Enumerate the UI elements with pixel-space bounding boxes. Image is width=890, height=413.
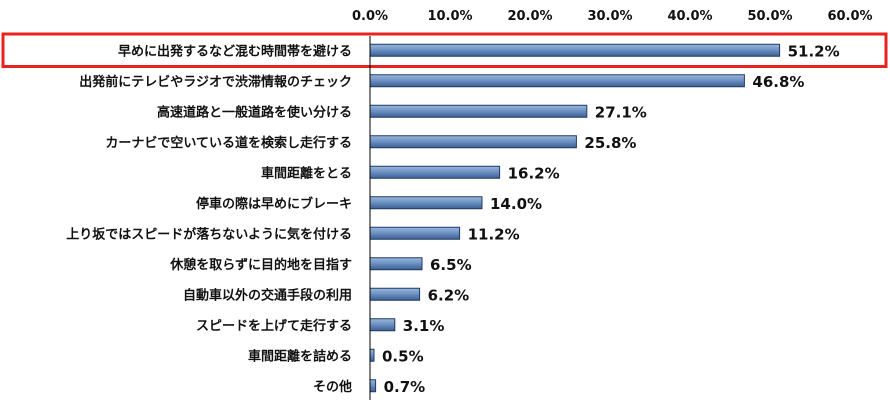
chart-rows: 早めに出発するなど混む時間帯を避ける 51.2% 出発前にテレビやラジオで渋滞情報の…	[66, 42, 839, 396]
data-label: 3.1%	[403, 317, 445, 335]
data-label: 25.8%	[584, 134, 636, 152]
bar	[369, 43, 781, 57]
category-label: 休憩を取らずに目的地を目指す	[169, 257, 352, 273]
category-label: 出発前にテレビやラジオで渋滞情報のチェック	[79, 74, 352, 90]
bar	[369, 74, 745, 88]
category-label: 上り坂ではスピードが落ちないように気を付ける	[66, 226, 352, 242]
data-label: 14.0%	[490, 195, 542, 213]
bar	[369, 196, 483, 210]
bar	[369, 104, 588, 118]
category-label: 自動車以外の交通手段の利用	[183, 287, 352, 303]
data-label: 16.2%	[508, 164, 560, 182]
x-tick-label: 20.0%	[507, 9, 552, 24]
bar	[369, 226, 461, 240]
x-tick-label: 60.0%	[827, 9, 872, 24]
category-label: 車間距離を詰める	[248, 348, 352, 364]
data-label: 0.5%	[382, 347, 424, 365]
category-label: 車間距離をとる	[261, 165, 352, 181]
category-label: 早めに出発するなど混む時間帯を避ける	[118, 43, 352, 59]
data-label: 27.1%	[595, 103, 647, 121]
bar	[369, 379, 377, 393]
bar	[369, 135, 577, 149]
category-label: 停車の際は早めにブレーキ	[196, 196, 352, 212]
data-label: 46.8%	[752, 73, 804, 91]
x-tick-label: 10.0%	[427, 9, 472, 24]
highlight-box-group	[1, 32, 888, 68]
bar	[369, 165, 501, 179]
bar	[369, 318, 396, 332]
category-label: スピードを上げて走行する	[196, 318, 352, 334]
bar	[369, 348, 375, 362]
bar	[369, 287, 421, 301]
highlight-box	[1, 32, 888, 68]
data-label: 0.7%	[384, 378, 426, 396]
category-label: カーナビで空いている道を検索し走行する	[105, 135, 352, 151]
data-label: 51.2%	[788, 42, 840, 60]
category-label: その他	[313, 379, 352, 395]
category-label: 高速道路と一般道路を使い分ける	[157, 104, 352, 120]
x-tick-label: 0.0%	[352, 9, 388, 24]
x-tick-label: 30.0%	[587, 9, 632, 24]
x-tick-label: 50.0%	[747, 9, 792, 24]
bar	[369, 257, 423, 271]
x-axis-ticks: 0.0% 10.0% 20.0% 30.0% 40.0% 50.0% 60.0%	[352, 9, 873, 24]
data-label: 11.2%	[468, 225, 520, 243]
data-label: 6.2%	[428, 286, 470, 304]
data-label: 6.5%	[430, 256, 472, 274]
x-tick-label: 40.0%	[667, 9, 712, 24]
